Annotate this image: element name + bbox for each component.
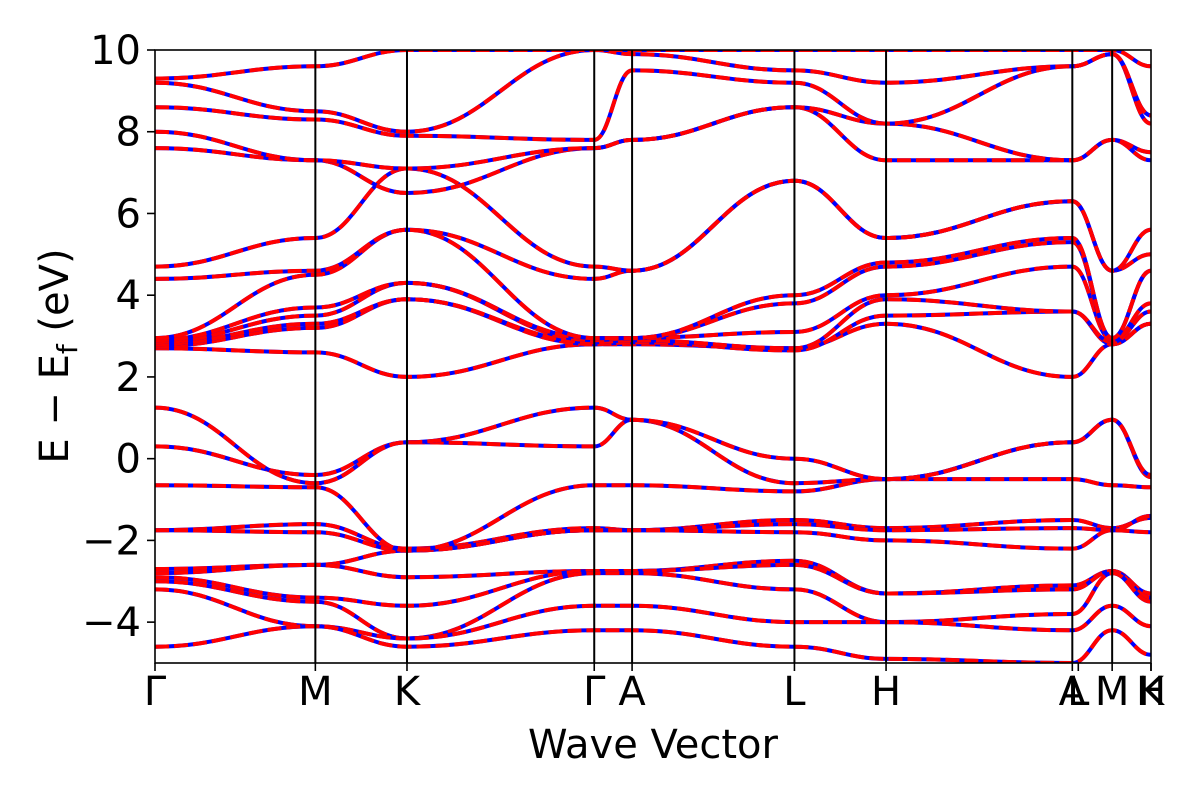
band-18-dashed-line: [155, 166, 1151, 273]
band-4-dashed-line: [155, 562, 1151, 608]
y-tick-label: −2: [82, 518, 141, 564]
x-axis-title: Wave Vector: [528, 722, 779, 768]
y-axis-title: E − Ef (eV): [32, 248, 84, 463]
x-tick-label-2: K: [394, 669, 422, 715]
band-17-dashed-line: [155, 178, 1151, 281]
x-tick-label-10: K: [1138, 669, 1166, 715]
x-tick-label-6: H: [871, 669, 901, 715]
y-tick-label: 4: [116, 273, 141, 319]
band-10-dashed-line: [155, 405, 1151, 486]
band-13-dashed-line: [155, 297, 1151, 351]
band-14-dashed-line: [155, 264, 1151, 345]
x-tick-label-3: Γ: [583, 669, 606, 715]
y-tick-label: −4: [82, 600, 141, 646]
y-tick-label: 10: [90, 28, 141, 74]
band-11-reference-line: [155, 321, 1151, 379]
y-tick-label: 6: [116, 191, 141, 237]
x-tick-label-4: A: [618, 669, 646, 715]
x-axis-ticks: Γ M K Γ A L H AL M KH: [144, 663, 1166, 715]
band-22-dashed-line: [155, 50, 1151, 134]
plot-frame: [154, 49, 1152, 664]
band-8-dashed-line: [155, 477, 1151, 553]
y-axis-ticks: −4 −2 0 2 4 6 8 10: [82, 28, 155, 646]
y-axis-title-unit: (eV): [32, 248, 78, 344]
x-tick-label-9: M: [1095, 669, 1130, 715]
band-16-dashed-line: [155, 227, 1151, 341]
x-tick-label-8: L: [1067, 669, 1090, 715]
y-axis-title-main: E − E: [32, 354, 78, 464]
y-axis-title-subscript: f: [51, 343, 84, 354]
y-tick-label: 8: [116, 110, 141, 156]
y-tick-label: 0: [116, 437, 141, 483]
band-17-reference-line: [155, 178, 1151, 281]
y-tick-label: 2: [116, 355, 141, 401]
band-7-dashed-line: [155, 624, 1151, 663]
band-14-reference-line: [155, 264, 1151, 345]
kpoint-divider-lines: [314, 50, 1114, 663]
x-tick-label-0: Γ: [144, 669, 167, 715]
band-8-reference-line: [155, 477, 1151, 553]
x-tick-label-5: L: [783, 669, 806, 715]
band-18-reference-line: [155, 166, 1151, 273]
band-lines: [155, 50, 1151, 663]
x-tick-label-7: A: [1059, 669, 1087, 715]
x-tick-label-1: M: [298, 669, 333, 715]
band-23-dashed-line: [155, 50, 1151, 81]
band-10-reference-line: [155, 405, 1151, 486]
x-tick-label-11: H: [1136, 669, 1166, 715]
